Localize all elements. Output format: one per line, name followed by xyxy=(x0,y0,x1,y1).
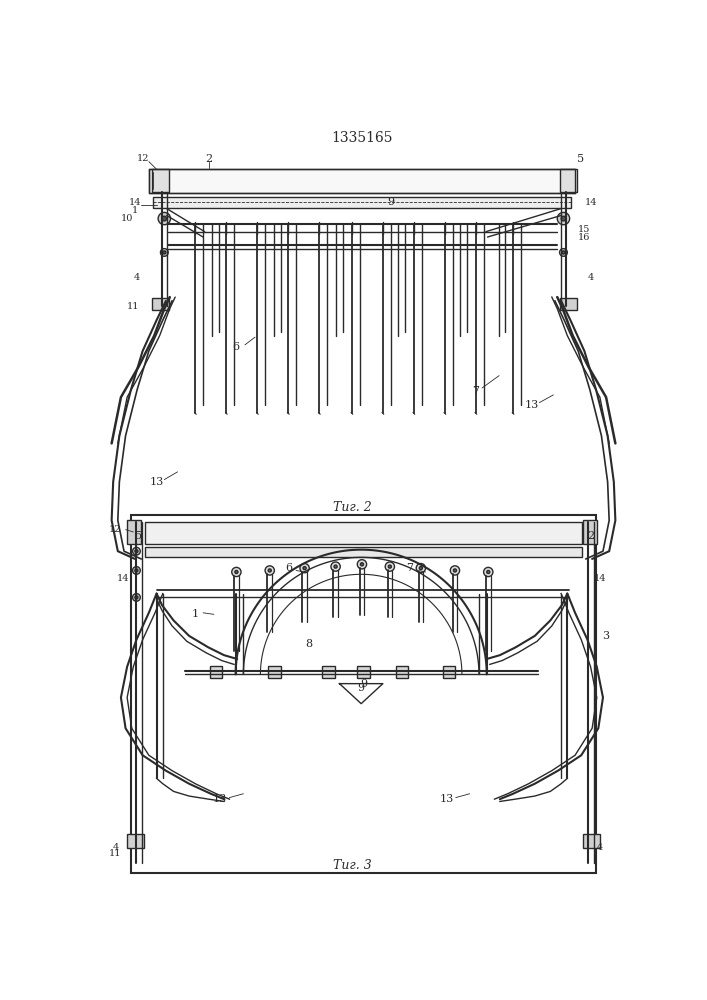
Circle shape xyxy=(419,567,422,570)
Circle shape xyxy=(132,547,140,555)
Text: 12: 12 xyxy=(110,525,122,534)
Text: 12: 12 xyxy=(136,154,149,163)
Text: 1: 1 xyxy=(132,206,138,215)
Bar xyxy=(561,169,578,192)
Bar xyxy=(322,666,335,678)
Circle shape xyxy=(135,569,138,572)
Circle shape xyxy=(235,570,238,574)
Circle shape xyxy=(132,567,140,574)
Text: Τиг. 3: Τиг. 3 xyxy=(332,859,371,872)
Text: 14: 14 xyxy=(117,574,129,583)
Circle shape xyxy=(557,212,570,225)
Text: 7: 7 xyxy=(472,386,479,396)
Circle shape xyxy=(562,251,565,254)
Bar xyxy=(149,169,575,193)
Text: 13: 13 xyxy=(149,477,164,487)
Text: Τиг. 2: Τиг. 2 xyxy=(332,501,371,514)
Text: 5: 5 xyxy=(135,531,142,541)
Text: 8: 8 xyxy=(305,639,312,649)
Circle shape xyxy=(232,567,241,577)
Bar xyxy=(268,666,281,678)
Text: 11: 11 xyxy=(110,849,122,858)
Text: 3: 3 xyxy=(602,631,609,641)
Bar xyxy=(396,666,409,678)
Text: 13: 13 xyxy=(439,794,454,804)
Bar xyxy=(583,520,597,544)
Text: 4: 4 xyxy=(588,273,594,282)
Text: 14: 14 xyxy=(594,574,606,583)
Circle shape xyxy=(268,569,271,572)
Circle shape xyxy=(559,249,567,256)
Circle shape xyxy=(388,565,392,568)
Bar xyxy=(145,547,582,557)
Circle shape xyxy=(357,560,367,569)
Circle shape xyxy=(385,562,395,571)
Bar xyxy=(127,520,141,544)
Bar xyxy=(153,197,571,208)
Text: 1: 1 xyxy=(192,609,199,619)
Circle shape xyxy=(132,594,140,601)
Circle shape xyxy=(453,569,457,572)
Circle shape xyxy=(303,567,306,570)
Bar xyxy=(357,666,370,678)
Circle shape xyxy=(334,565,337,568)
Bar xyxy=(145,522,582,544)
Text: 5: 5 xyxy=(577,153,584,163)
Circle shape xyxy=(450,566,460,575)
Text: 4: 4 xyxy=(112,843,119,852)
Text: 2: 2 xyxy=(587,531,594,541)
Bar xyxy=(561,298,578,310)
Circle shape xyxy=(331,562,340,571)
Circle shape xyxy=(484,567,493,577)
Text: 9: 9 xyxy=(360,679,367,689)
Circle shape xyxy=(265,566,274,575)
Text: 9: 9 xyxy=(387,197,395,207)
Circle shape xyxy=(163,251,166,254)
Text: 14: 14 xyxy=(129,198,141,207)
Bar xyxy=(583,834,600,848)
Bar xyxy=(131,515,596,873)
Text: 6: 6 xyxy=(232,342,239,352)
Text: 2: 2 xyxy=(205,153,212,163)
Circle shape xyxy=(158,212,170,225)
Text: 4: 4 xyxy=(597,843,603,852)
Text: 11: 11 xyxy=(127,302,139,311)
Text: 9: 9 xyxy=(358,683,365,693)
Text: 13: 13 xyxy=(525,400,539,410)
Bar xyxy=(443,666,455,678)
Circle shape xyxy=(160,249,168,256)
Circle shape xyxy=(300,564,309,573)
Bar xyxy=(152,169,169,192)
Text: 15: 15 xyxy=(578,225,590,234)
Circle shape xyxy=(135,550,138,553)
Bar xyxy=(127,834,144,848)
Bar xyxy=(210,666,223,678)
Text: 13: 13 xyxy=(213,794,227,804)
Text: 16: 16 xyxy=(578,233,590,242)
Text: 7: 7 xyxy=(407,563,414,573)
Text: 10: 10 xyxy=(121,214,134,223)
Circle shape xyxy=(416,564,426,573)
Text: 1335165: 1335165 xyxy=(331,131,392,145)
Circle shape xyxy=(561,216,566,221)
Text: 4: 4 xyxy=(134,273,139,282)
Bar xyxy=(152,298,169,310)
Text: 14: 14 xyxy=(584,198,597,207)
Circle shape xyxy=(361,563,363,566)
Circle shape xyxy=(135,596,138,599)
Circle shape xyxy=(486,570,490,574)
Text: 6: 6 xyxy=(285,563,292,573)
Circle shape xyxy=(162,216,167,221)
